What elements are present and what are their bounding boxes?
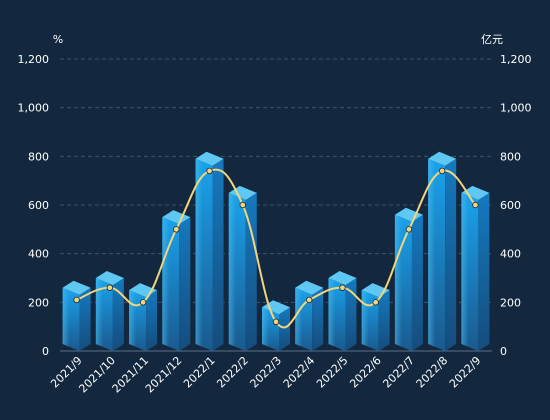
line-point	[73, 296, 80, 304]
category-label: 2022/5	[314, 354, 351, 391]
bar	[228, 185, 257, 351]
category-label: 2022/3	[248, 354, 285, 391]
line-point	[239, 201, 246, 209]
category-label: 2022/2	[214, 354, 251, 391]
left-tick-label: 800	[28, 150, 49, 163]
bar-top-face	[195, 151, 224, 166]
bar	[361, 283, 390, 351]
bar-top-face	[62, 280, 91, 295]
right-tick-label: 0	[500, 345, 507, 358]
bar-front-highlight	[95, 278, 103, 347]
bar	[129, 283, 158, 351]
bar-side-face	[112, 278, 124, 351]
left-tick-label: 1,000	[18, 102, 50, 115]
bar-front-highlight	[262, 307, 269, 347]
bar-top-face	[162, 210, 191, 225]
right-tick-label: 400	[500, 248, 521, 261]
bar	[95, 271, 124, 351]
left-tick-label: 1,200	[18, 53, 50, 66]
line-point	[372, 299, 379, 306]
category-label: 2022/7	[380, 354, 417, 391]
category-label: 2021/12	[143, 354, 185, 396]
bar-top-face	[95, 271, 124, 285]
bar-side-face	[411, 214, 423, 351]
bar-front-highlight	[228, 192, 236, 347]
bar-front-highlight	[62, 287, 70, 347]
bar-front-highlight	[394, 214, 402, 347]
bar-front-highlight	[195, 158, 203, 347]
bar-front-highlight	[328, 278, 336, 347]
left-tick-label: 600	[28, 199, 49, 212]
bar-top-face	[295, 280, 324, 295]
bar-top-face	[328, 271, 357, 285]
left-tick-label: 400	[28, 248, 49, 261]
bar-side-face	[179, 217, 191, 351]
bar	[295, 280, 324, 351]
bar-front-highlight	[428, 158, 436, 347]
line-point	[173, 226, 180, 233]
line-point	[106, 284, 114, 291]
bar-side-face	[445, 158, 457, 351]
left-tick-label: 200	[28, 296, 49, 309]
bar	[328, 271, 357, 351]
bar	[461, 185, 490, 351]
line-point	[339, 284, 346, 291]
bar	[195, 151, 224, 351]
bar-side-face	[212, 158, 224, 351]
bar-front-highlight	[129, 290, 137, 347]
bar-top-face	[394, 207, 423, 222]
bar-side-face	[245, 192, 257, 351]
bar-side-face	[478, 192, 490, 351]
line-point	[306, 296, 313, 304]
bar-side-face	[378, 290, 390, 351]
bar	[262, 300, 290, 351]
line-point	[438, 167, 446, 175]
right-tick-label: 600	[500, 199, 521, 212]
category-label: 2022/4	[281, 354, 318, 391]
bar	[394, 207, 423, 351]
bar-front-highlight	[361, 290, 369, 347]
bar-side-face	[146, 290, 158, 351]
left-axis-unit: %	[53, 33, 63, 46]
line-point	[206, 167, 213, 175]
bar-side-face	[279, 307, 290, 351]
right-tick-label: 200	[500, 296, 521, 309]
category-label: 2022/1	[181, 354, 218, 391]
bar	[428, 151, 457, 351]
right-axis-unit: 亿元	[481, 33, 503, 46]
bar	[62, 280, 91, 351]
left-tick-label: 0	[42, 345, 49, 358]
bar-side-face	[345, 278, 357, 351]
bar-side-face	[312, 287, 324, 351]
category-label: 2022/9	[447, 354, 484, 391]
bar-side-face	[79, 287, 91, 351]
bar-front-highlight	[162, 217, 170, 347]
bar-front-highlight	[461, 192, 469, 347]
bar-front-highlight	[295, 287, 303, 347]
line-point	[472, 201, 479, 209]
right-tick-label: 1,000	[500, 102, 532, 115]
category-label: 2022/6	[347, 354, 384, 391]
bar-top-face	[428, 151, 457, 166]
category-label: 2022/8	[414, 354, 451, 391]
line-series	[73, 167, 479, 329]
line-point	[405, 226, 413, 233]
line-point	[272, 318, 280, 325]
line-point	[139, 299, 147, 306]
right-tick-label: 800	[500, 150, 521, 163]
right-tick-label: 1,200	[500, 53, 532, 66]
bar-top-face	[461, 185, 490, 200]
